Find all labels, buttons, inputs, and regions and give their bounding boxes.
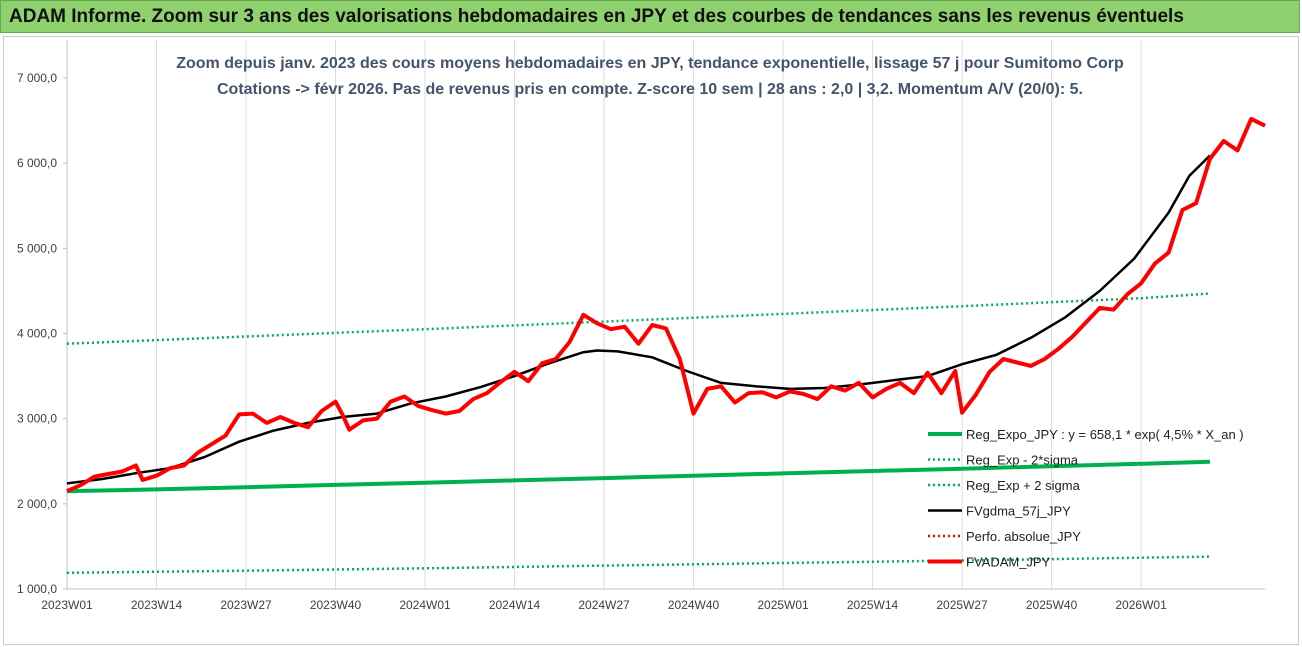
legend-label: Reg_Exp + 2 sigma — [966, 478, 1081, 493]
x-tick-label: 2024W01 — [399, 598, 451, 612]
x-tick-label: 2025W01 — [757, 598, 809, 612]
x-tick-label: 2025W27 — [936, 598, 988, 612]
chart-title-line: Zoom depuis janv. 2023 des cours moyens … — [176, 55, 1124, 72]
y-tick-label: 3 000,0 — [17, 412, 57, 426]
legend-label: Reg_Expo_JPY : y = 658,1 * exp( 4,5% * X… — [966, 427, 1244, 442]
legend-label: Perfo. absolue_JPY — [966, 529, 1081, 544]
reg-expo-jpy-y-658-1-exp-4-5-x-an-series — [66, 459, 1210, 494]
x-tick-label: 2023W14 — [131, 598, 183, 612]
fvgdma-57j-jpy-series — [66, 154, 1211, 485]
y-tick-label: 1 000,0 — [17, 582, 57, 596]
legend-label: FVgdma_57j_JPY — [966, 504, 1071, 519]
reg-exp-2-sigma-series — [66, 555, 1210, 575]
chart-area — [3, 36, 1299, 645]
x-tick-label: 2024W40 — [668, 598, 720, 612]
y-tick-label: 4 000,0 — [17, 327, 57, 341]
y-tick-label: 7 000,0 — [17, 71, 57, 85]
report-title: ADAM Informe. Zoom sur 3 ans des valoris… — [9, 6, 1184, 27]
x-tick-label: 2026W01 — [1115, 598, 1167, 612]
x-tick-label: 2024W14 — [489, 598, 541, 612]
x-tick-label: 2025W40 — [1026, 598, 1078, 612]
y-tick-label: 5 000,0 — [17, 241, 57, 255]
x-tick-label: 2023W40 — [310, 598, 362, 612]
y-tick-label: 6 000,0 — [17, 156, 57, 170]
x-tick-label: 2023W01 — [41, 598, 93, 612]
x-tick-label: 2024W27 — [578, 598, 630, 612]
x-tick-label: 2023W27 — [220, 598, 272, 612]
x-tick-label: 2025W14 — [847, 598, 899, 612]
legend-label: Reg_Exp - 2*sigma — [966, 453, 1079, 468]
reg-exp-2-sigma-series — [66, 292, 1210, 345]
chart-title-line: Cotations -> févr 2026. Pas de revenus p… — [217, 81, 1083, 98]
report-banner: ADAM Informe. Zoom sur 3 ans des valoris… — [0, 0, 1300, 33]
legend-label: FVADAM_JPY — [966, 555, 1051, 570]
fvadam-jpy-series — [66, 116, 1266, 493]
y-tick-label: 2 000,0 — [17, 497, 57, 511]
